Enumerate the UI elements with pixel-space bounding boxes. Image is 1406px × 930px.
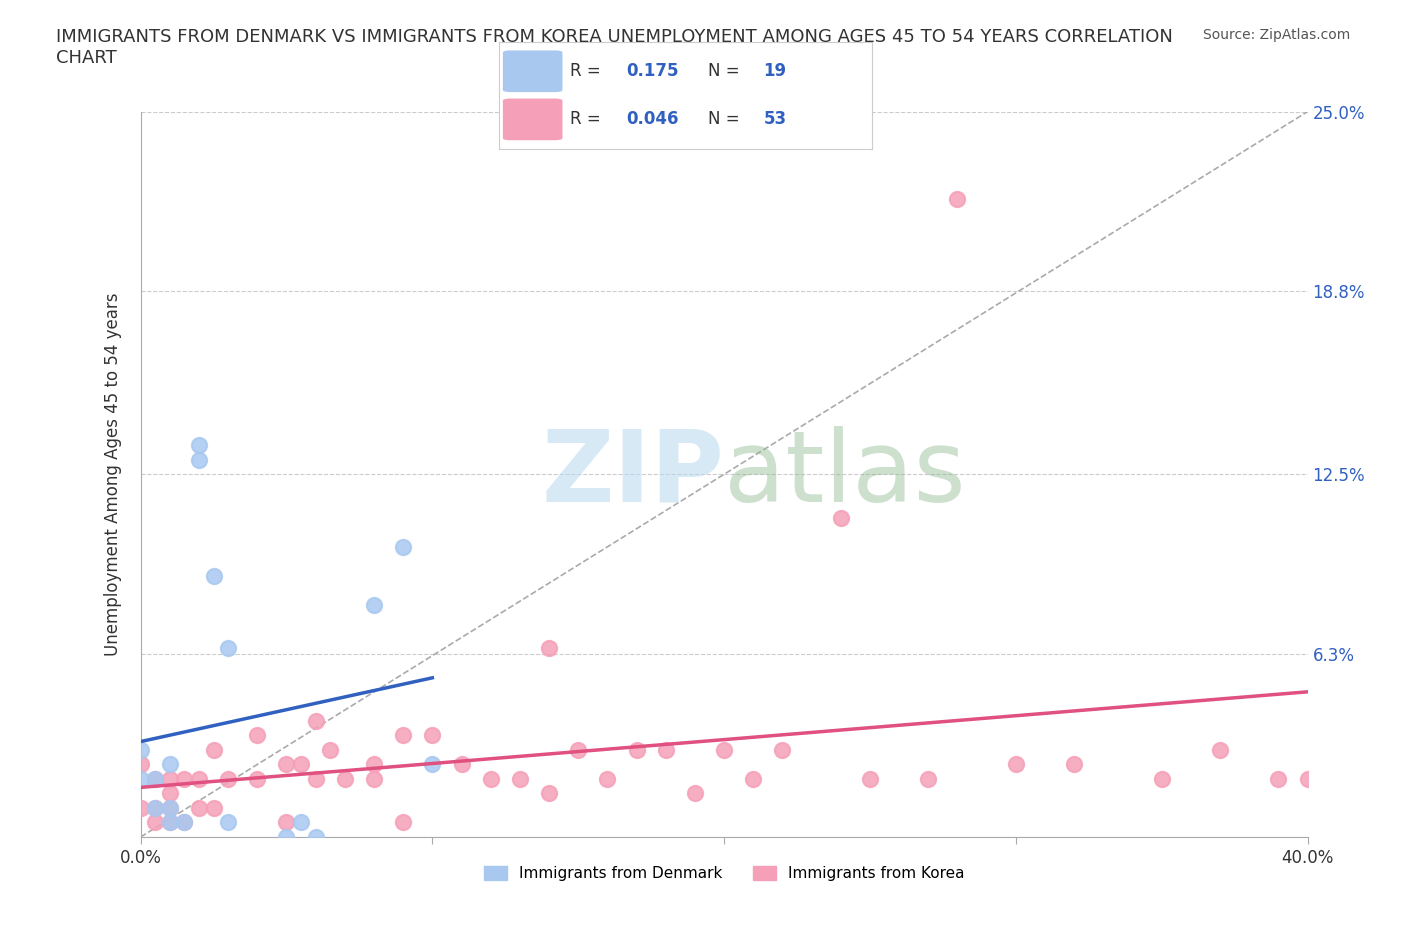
Point [917,772,939,787]
Point [1063,757,1085,772]
Point [159,815,181,830]
Point [305,713,328,728]
Text: R =: R = [569,62,606,80]
Point [290,757,312,772]
Point [188,438,211,453]
Text: 53: 53 [763,111,787,128]
Point [217,772,239,787]
Point [538,641,561,656]
Point [859,772,882,787]
Point [626,742,648,757]
Point [143,772,166,787]
Point [422,757,444,772]
Point [143,772,166,787]
Point [392,815,415,830]
Point [143,801,166,816]
Point [655,742,678,757]
Point [159,801,181,816]
Text: atlas: atlas [724,426,966,523]
Text: 0.175: 0.175 [626,62,678,80]
Point [202,742,225,757]
Point [159,815,181,830]
Point [596,772,619,787]
Text: Source: ZipAtlas.com: Source: ZipAtlas.com [1202,28,1350,42]
Point [363,757,385,772]
Point [305,830,328,844]
Point [742,772,765,787]
Text: IMMIGRANTS FROM DENMARK VS IMMIGRANTS FROM KOREA UNEMPLOYMENT AMONG AGES 45 TO 5: IMMIGRANTS FROM DENMARK VS IMMIGRANTS FR… [56,28,1173,67]
Point [276,757,298,772]
Point [450,757,472,772]
Point [479,772,502,787]
Point [392,539,415,554]
Point [202,801,225,816]
Point [129,757,152,772]
Text: N =: N = [707,111,745,128]
Point [173,772,195,787]
Point [1209,742,1232,757]
Point [683,786,706,801]
Point [538,786,561,801]
Point [319,742,342,757]
Point [129,742,152,757]
Point [305,772,328,787]
Point [392,728,415,743]
Point [946,192,969,206]
Point [363,772,385,787]
Point [246,728,269,743]
Point [202,568,225,583]
Point [173,815,195,830]
Point [159,757,181,772]
Point [217,815,239,830]
Point [772,742,794,757]
Point [830,511,852,525]
Point [217,641,239,656]
Y-axis label: Unemployment Among Ages 45 to 54 years: Unemployment Among Ages 45 to 54 years [104,293,122,656]
Point [129,801,152,816]
Point [188,452,211,467]
Point [1267,772,1289,787]
Point [188,801,211,816]
FancyBboxPatch shape [503,50,562,92]
Text: N =: N = [707,62,745,80]
Point [567,742,589,757]
Point [173,815,195,830]
Point [333,772,356,787]
Point [129,772,152,787]
Point [509,772,531,787]
Point [1005,757,1028,772]
Point [422,728,444,743]
Point [246,772,269,787]
Point [159,786,181,801]
Legend: Immigrants from Denmark, Immigrants from Korea: Immigrants from Denmark, Immigrants from… [478,860,970,887]
Point [143,815,166,830]
Point [159,772,181,787]
Point [1150,772,1173,787]
Point [159,801,181,816]
Text: R =: R = [569,111,606,128]
Text: ZIP: ZIP [541,426,724,523]
Text: 19: 19 [763,62,787,80]
Point [290,815,312,830]
Point [276,815,298,830]
Point [188,772,211,787]
Point [363,597,385,612]
Point [276,830,298,844]
Point [713,742,735,757]
Point [143,801,166,816]
Text: 0.046: 0.046 [626,111,678,128]
Point [1296,772,1319,787]
FancyBboxPatch shape [503,99,562,140]
